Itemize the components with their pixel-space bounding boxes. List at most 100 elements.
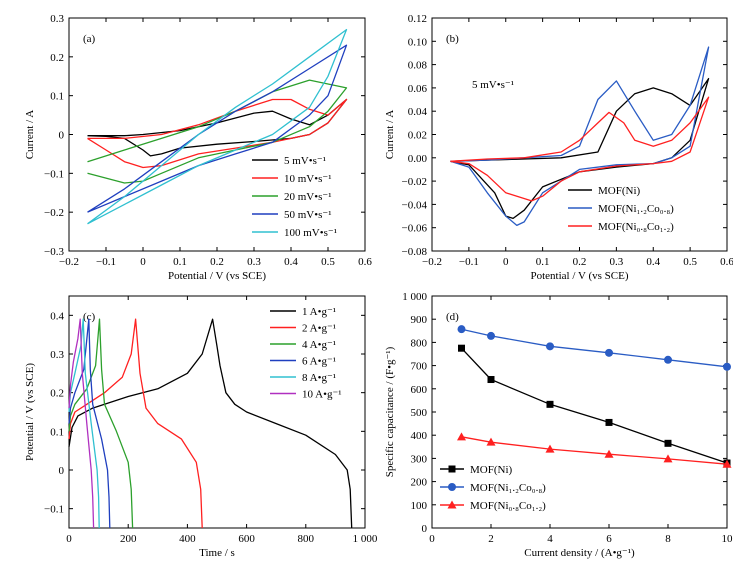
legend-label-1: 1 A•g⁻¹ [302, 306, 336, 318]
y-tick-label: 0.2 [50, 52, 64, 64]
y-tick-label: 400 [411, 430, 428, 442]
data-point [605, 418, 613, 426]
legend-label-2: MOF(Ni₁.₂Co₀.₈) [598, 203, 674, 215]
y-tick-label: 0.06 [408, 83, 428, 95]
y-tick-label: 100 [411, 500, 428, 512]
legend-label-3: MOF(Ni₀.₈Co₁.₂) [470, 500, 546, 512]
x-tick-label: 6 [606, 533, 612, 545]
panel-label: (d) [446, 311, 459, 323]
x-tick-label: −0.1 [459, 256, 479, 268]
x-axis-title: Potential / V (vs SCE) [531, 270, 629, 282]
legend-label-3: 20 mV•s⁻¹ [284, 191, 332, 203]
legend-label-1: 5 mV•s⁻¹ [284, 155, 326, 167]
panel-label: (c) [83, 311, 96, 323]
x-tick-label: 400 [179, 533, 196, 545]
x-tick-label: 0 [503, 256, 509, 268]
y-tick-label: 0.1 [50, 426, 64, 438]
y-tick-label: 600 [411, 384, 428, 396]
plot-frame [431, 17, 728, 252]
x-tick-label: 0.6 [720, 256, 733, 268]
y-tick-label: −0.3 [44, 246, 64, 258]
series-line-1 [461, 347, 728, 464]
data-point [546, 400, 554, 408]
panel-3: 0 200 400 600 800 1 000 −0.1 0 0.1 0.2 0.3 0.4 Time … [24, 295, 378, 559]
y-tick-label: 0.08 [408, 60, 428, 72]
y-axis-title: Specific capacitance / (F•g⁻¹) [384, 346, 396, 477]
panel-2: −0.2 −0.1 0 0.1 0.2 0.3 0.4 0.5 0.6 −0.08 −0.06 −0.… [384, 13, 733, 282]
y-tick-label: 0.10 [408, 36, 428, 48]
y-tick-label: −0.02 [402, 176, 427, 188]
series-line-5 [68, 318, 100, 529]
legend-label-4: 6 A•g⁻¹ [302, 356, 336, 368]
x-axis-title: Time / s [199, 547, 235, 559]
y-tick-label: 0 [59, 130, 65, 142]
data-point [723, 362, 731, 371]
series-line-3 [450, 96, 710, 202]
y-tick-label: 0.12 [408, 13, 427, 25]
y-tick-label: 0.4 [50, 310, 64, 322]
x-tick-label: 0.6 [358, 256, 372, 268]
x-tick-label: 200 [120, 533, 137, 545]
data-point [663, 454, 673, 463]
series-line-2 [461, 328, 728, 368]
data-point [605, 348, 613, 357]
panel-label: (a) [83, 33, 96, 45]
y-tick-label: −0.1 [44, 168, 64, 180]
y-tick-label: 700 [411, 361, 428, 373]
y-tick-label: 0.2 [50, 388, 64, 400]
y-tick-label: 0.02 [408, 130, 427, 142]
x-tick-label: 0.3 [610, 256, 624, 268]
data-point [664, 439, 672, 447]
x-tick-label: 0.3 [247, 256, 261, 268]
panel-1: −0.2 −0.1 0 0.1 0.2 0.3 0.4 0.5 0.6−0.3−0.2−0.10… [24, 13, 372, 282]
series-line-2 [68, 318, 203, 529]
data-point [486, 437, 496, 446]
x-tick-label: 0.5 [321, 256, 335, 268]
y-tick-label: −0.2 [44, 207, 64, 219]
legend-label-3: 4 A•g⁻¹ [302, 339, 336, 351]
series-line-4 [68, 318, 111, 529]
data-point [457, 325, 466, 334]
data-point [664, 355, 672, 364]
y-tick-label: −0.04 [402, 199, 428, 211]
x-tick-label: 0.2 [210, 256, 224, 268]
y-axis-title: Current / A [24, 110, 36, 160]
series-line-6 [68, 318, 95, 529]
y-tick-label: 0.3 [50, 13, 64, 25]
legend-label-4: 50 mV•s⁻¹ [284, 209, 332, 221]
x-tick-label: 800 [298, 533, 315, 545]
legend-marker [448, 465, 456, 473]
x-tick-label: 10 [722, 533, 733, 545]
y-tick-label: −0.08 [402, 246, 428, 258]
legend-label-1: MOF(Ni) [598, 185, 641, 197]
x-tick-label: −0.2 [59, 256, 79, 268]
data-point [604, 449, 614, 458]
y-tick-label: 300 [411, 453, 428, 465]
y-tick-label: −0.1 [44, 504, 64, 516]
x-axis-title: Potential / V (vs SCE) [168, 270, 266, 282]
series-line-4 [87, 44, 348, 213]
legend-label-5: 8 A•g⁻¹ [302, 372, 336, 384]
x-tick-label: −0.2 [422, 256, 442, 268]
series-line-1 [450, 77, 710, 220]
data-point [722, 459, 732, 468]
x-tick-label: −0.1 [96, 256, 116, 268]
y-tick-label: 0.3 [50, 349, 64, 361]
legend-label-2: 10 mV•s⁻¹ [284, 173, 332, 185]
y-tick-label: 900 [411, 314, 428, 326]
data-point [546, 342, 554, 351]
legend-label-1: MOF(Ni) [470, 464, 513, 476]
series-line-3 [68, 318, 134, 529]
series-line-2 [87, 98, 348, 169]
data-point [545, 444, 555, 453]
x-tick-label: 0 [140, 256, 146, 268]
data-point [458, 344, 465, 352]
x-tick-label: 0.4 [284, 256, 298, 268]
y-tick-label: 0 [59, 465, 65, 477]
y-axis-title: Current / A [384, 110, 396, 160]
y-tick-label: −0.06 [402, 223, 428, 235]
annotation: 5 mV•s⁻¹ [472, 79, 514, 91]
series-line-2 [450, 46, 710, 227]
